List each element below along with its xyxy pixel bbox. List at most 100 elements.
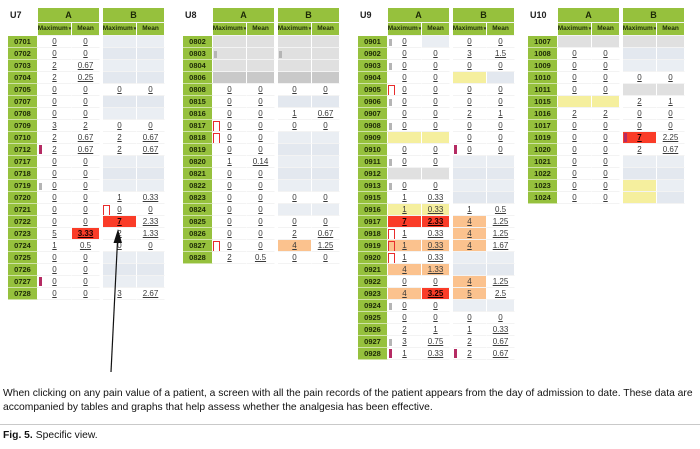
- pain-value-cell[interactable]: 0: [487, 144, 515, 156]
- pain-value-cell[interactable]: 0: [592, 180, 620, 192]
- pain-value-cell[interactable]: 4: [453, 240, 487, 252]
- pain-value-cell[interactable]: 0: [38, 276, 72, 288]
- pain-value-cell[interactable]: 4: [388, 264, 422, 276]
- pain-value-cell[interactable]: 0: [422, 84, 450, 96]
- pain-value-cell[interactable]: 3: [388, 336, 422, 348]
- pain-value-cell[interactable]: 0.14: [247, 156, 275, 168]
- pain-value-cell[interactable]: 0: [213, 108, 247, 120]
- pain-value-cell[interactable]: 0: [213, 144, 247, 156]
- pain-value-cell[interactable]: 0: [558, 156, 592, 168]
- pain-value-cell[interactable]: 0: [38, 252, 72, 264]
- pain-value-cell[interactable]: 0: [213, 96, 247, 108]
- pain-value-cell[interactable]: 1: [388, 192, 422, 204]
- pain-value-cell[interactable]: 0: [72, 276, 100, 288]
- pain-value-cell[interactable]: 0: [38, 168, 72, 180]
- pain-value-cell[interactable]: 0: [422, 300, 450, 312]
- pain-value-cell[interactable]: 0: [657, 108, 685, 120]
- pain-value-cell[interactable]: 0: [278, 84, 312, 96]
- pain-value-cell[interactable]: 0: [213, 240, 247, 252]
- pain-value-cell[interactable]: 1.33: [137, 228, 165, 240]
- pain-value-cell[interactable]: 0: [453, 60, 487, 72]
- pain-value-cell[interactable]: 0: [388, 156, 422, 168]
- pain-value-cell[interactable]: 0: [247, 144, 275, 156]
- pain-value-cell[interactable]: 0: [213, 192, 247, 204]
- pain-value-cell[interactable]: 0: [422, 156, 450, 168]
- pain-value-cell[interactable]: 7: [388, 216, 422, 228]
- pain-value-cell[interactable]: 0: [247, 108, 275, 120]
- pain-value-cell[interactable]: 0: [72, 84, 100, 96]
- pain-value-cell[interactable]: 2: [38, 132, 72, 144]
- pain-value-cell[interactable]: 0.67: [137, 144, 165, 156]
- pain-value-cell[interactable]: 0: [312, 84, 340, 96]
- pain-value-cell[interactable]: 0: [388, 312, 422, 324]
- pain-value-cell[interactable]: 0: [422, 312, 450, 324]
- pain-value-cell[interactable]: 0: [657, 120, 685, 132]
- pain-value-cell[interactable]: 7: [623, 132, 657, 144]
- pain-value-cell[interactable]: 0: [487, 312, 515, 324]
- pain-value-cell[interactable]: 4: [278, 240, 312, 252]
- pain-value-cell[interactable]: 0: [592, 192, 620, 204]
- pain-value-cell[interactable]: 0: [453, 120, 487, 132]
- pain-value-cell[interactable]: 2.25: [657, 132, 685, 144]
- pain-value-cell[interactable]: 0: [487, 132, 515, 144]
- pain-value-cell[interactable]: 1: [388, 240, 422, 252]
- pain-value-cell[interactable]: 2: [453, 348, 487, 360]
- pain-value-cell[interactable]: 1.5: [487, 48, 515, 60]
- pain-value-cell[interactable]: 0.33: [422, 252, 450, 264]
- pain-value-cell[interactable]: 0: [38, 36, 72, 48]
- pain-value-cell[interactable]: 0: [558, 60, 592, 72]
- pain-value-cell[interactable]: 0: [278, 192, 312, 204]
- pain-value-cell[interactable]: 3: [103, 288, 137, 300]
- pain-value-cell[interactable]: 0: [388, 84, 422, 96]
- pain-value-cell[interactable]: 0.5: [487, 204, 515, 216]
- pain-value-cell[interactable]: 0: [38, 156, 72, 168]
- pain-value-cell[interactable]: 0: [388, 96, 422, 108]
- pain-value-cell[interactable]: 0: [137, 120, 165, 132]
- pain-value-cell[interactable]: 0: [278, 216, 312, 228]
- pain-value-cell[interactable]: 2: [38, 60, 72, 72]
- pain-value-cell[interactable]: 0: [558, 180, 592, 192]
- pain-value-cell[interactable]: 5: [453, 288, 487, 300]
- pain-value-cell[interactable]: 0: [453, 144, 487, 156]
- pain-value-cell[interactable]: 0: [657, 72, 685, 84]
- pain-value-cell[interactable]: 0.67: [487, 348, 515, 360]
- pain-value-cell[interactable]: 0: [422, 276, 450, 288]
- pain-value-cell[interactable]: 2: [72, 120, 100, 132]
- pain-value-cell[interactable]: 0: [72, 156, 100, 168]
- pain-value-cell[interactable]: 0: [72, 96, 100, 108]
- pain-value-cell[interactable]: 4: [388, 288, 422, 300]
- pain-value-cell[interactable]: 0.5: [247, 252, 275, 264]
- pain-value-cell[interactable]: 2: [453, 336, 487, 348]
- pain-value-cell[interactable]: 0: [623, 120, 657, 132]
- pain-value-cell[interactable]: 0: [592, 48, 620, 60]
- pain-value-cell[interactable]: 0.67: [312, 228, 340, 240]
- pain-value-cell[interactable]: 0: [72, 108, 100, 120]
- pain-value-cell[interactable]: 0: [213, 228, 247, 240]
- pain-value-cell[interactable]: 0: [72, 252, 100, 264]
- pain-value-cell[interactable]: 0: [103, 120, 137, 132]
- pain-value-cell[interactable]: 4: [453, 216, 487, 228]
- pain-value-cell[interactable]: 0.33: [422, 204, 450, 216]
- pain-value-cell[interactable]: 0: [388, 48, 422, 60]
- pain-value-cell[interactable]: 0: [453, 84, 487, 96]
- pain-value-cell[interactable]: 0: [388, 144, 422, 156]
- pain-value-cell[interactable]: 1: [487, 108, 515, 120]
- pain-value-cell[interactable]: 3.33: [72, 228, 100, 240]
- pain-value-cell[interactable]: 0: [558, 120, 592, 132]
- pain-value-cell[interactable]: 0: [247, 228, 275, 240]
- pain-value-cell[interactable]: 0: [278, 120, 312, 132]
- pain-value-cell[interactable]: 0: [213, 168, 247, 180]
- pain-value-cell[interactable]: 2: [623, 96, 657, 108]
- pain-value-cell[interactable]: 2: [592, 108, 620, 120]
- pain-value-cell[interactable]: 0: [103, 240, 137, 252]
- pain-value-cell[interactable]: 0.33: [137, 192, 165, 204]
- pain-value-cell[interactable]: 2: [38, 144, 72, 156]
- pain-value-cell[interactable]: 0: [422, 108, 450, 120]
- pain-value-cell[interactable]: 1: [388, 204, 422, 216]
- pain-value-cell[interactable]: 2: [453, 108, 487, 120]
- pain-value-cell[interactable]: 0: [487, 84, 515, 96]
- pain-value-cell[interactable]: 0.67: [487, 336, 515, 348]
- pain-value-cell[interactable]: 0.67: [72, 132, 100, 144]
- pain-value-cell[interactable]: 0: [247, 120, 275, 132]
- pain-value-cell[interactable]: 2: [103, 132, 137, 144]
